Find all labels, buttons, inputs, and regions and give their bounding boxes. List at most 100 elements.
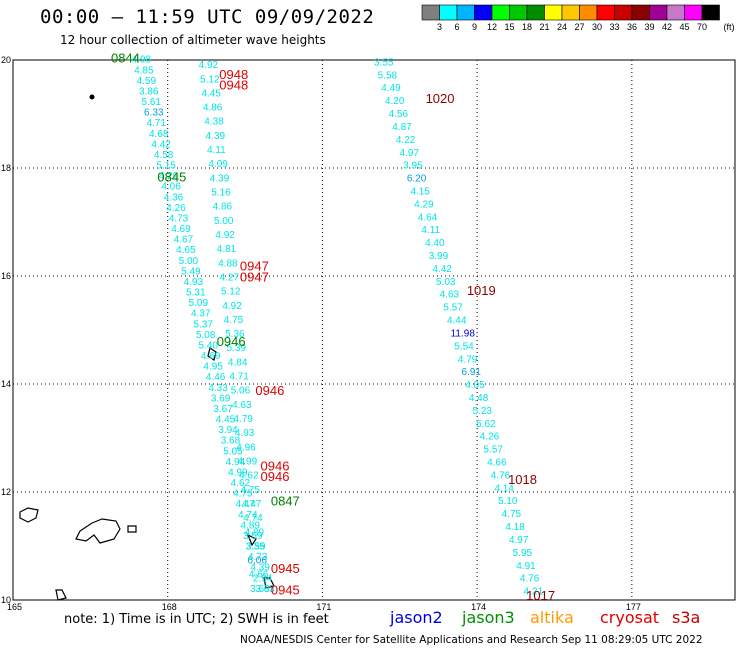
swh-value-label: 4.75 <box>502 509 522 520</box>
swh-value-label: 4.11 <box>207 145 226 156</box>
colorbar-label: 9 <box>472 22 477 32</box>
swh-value-label: 4.76 <box>520 574 540 585</box>
satellite-s3a: s3a <box>672 608 701 627</box>
swh-value-label: 3.63 <box>255 584 275 595</box>
island-dot <box>89 94 95 100</box>
swh-value-label: 6.33 <box>144 108 164 119</box>
swh-value-label: 4.97 <box>400 148 420 159</box>
swh-value-label: 4.99 <box>228 467 248 478</box>
colorbar-label: 33 <box>609 22 619 32</box>
colorbar-label: 21 <box>539 22 549 32</box>
swh-value-label: 4.92 <box>222 301 242 312</box>
swh-value-label: 11.98 <box>451 328 476 339</box>
swh-value-label: 3.59 <box>243 531 263 542</box>
colorbar-label: 70 <box>697 22 707 32</box>
swh-value-label: 4.45 <box>201 88 221 99</box>
colorbar-label: 3 <box>437 22 442 32</box>
lat-tick-label: 18 <box>1 163 11 173</box>
swh-value-label: 5.37 <box>194 319 214 330</box>
swh-value-label: 4.27 <box>220 272 240 283</box>
swh-value-label: 4.81 <box>217 244 237 255</box>
swh-value-label: 4.93 <box>235 428 255 439</box>
swh-value-label: 4.59 <box>137 76 157 87</box>
pass-time-label: 0946 <box>255 383 284 398</box>
colorbar-swatch <box>701 4 720 21</box>
pass-time-label: 0945 <box>271 583 300 598</box>
swh-value-label: 4.26 <box>166 203 186 214</box>
lat-tick-label: 20 <box>1 55 11 65</box>
swh-value-label: 5.12 <box>200 74 220 85</box>
swh-value-label: 3.55 <box>374 57 394 68</box>
pass-time-label: 0947 <box>240 259 269 274</box>
swh-value-label: 4.18 <box>505 522 525 533</box>
colorbar-label: 39 <box>644 22 654 32</box>
swh-value-label: 3.86 <box>139 86 159 97</box>
swh-value-label: 4.39 <box>210 173 230 184</box>
swh-value-label: 5.39 <box>227 343 247 354</box>
swh-value-label: 3.94 <box>218 425 238 436</box>
swh-value-label: 4.33 <box>208 383 228 394</box>
swh-value-label: 4.75 <box>240 485 260 496</box>
lon-tick-label: 177 <box>626 602 641 610</box>
pass-time-label: 0845 <box>157 170 186 185</box>
swh-value-label: 4.79 <box>458 354 478 365</box>
swh-value-label: 4.98 <box>132 55 152 66</box>
swh-value-label: 4.99 <box>238 456 258 467</box>
satellite-jason2: jason2 <box>390 608 443 627</box>
swh-value-label: 5.06 <box>231 386 251 397</box>
footer-note: note: 1) Time is in UTC; 2) SWH is in fe… <box>64 612 329 627</box>
swh-value-label: 4.42 <box>432 264 452 275</box>
swh-value-label: 4.09 <box>208 159 228 170</box>
swh-value-label: 4.75 <box>233 489 253 500</box>
pass-time-label: 1020 <box>426 91 455 106</box>
pass-time-label: 0945 <box>271 561 300 576</box>
pass-time-label: 0946 <box>261 469 290 484</box>
island-outline <box>246 533 257 547</box>
island-outline <box>75 518 121 544</box>
swh-value-label: 4.37 <box>191 309 211 320</box>
lat-tick-label: 14 <box>1 379 11 389</box>
swh-value-label: 4.62 <box>231 478 251 489</box>
swh-value-label: 4.15 <box>410 186 430 197</box>
swh-value-label: 5.57 <box>483 445 503 456</box>
swh-value-label: 5.09 <box>189 298 209 309</box>
swh-value-label: 5.49 <box>181 266 201 277</box>
swh-value-label: 4.85 <box>134 65 154 76</box>
swh-value-label: 5.61 <box>142 97 162 108</box>
satellite-jason3: jason3 <box>462 608 515 627</box>
swh-value-label: 4.26 <box>480 432 500 443</box>
map-title: 00:00 — 11:59 UTC 09/09/2022 <box>40 6 375 28</box>
swh-value-label: 3.63 <box>250 584 270 595</box>
colorbar-unit: (ft) <box>724 22 735 32</box>
swh-value-label: 3.59 <box>246 541 266 552</box>
lat-tick-label: 12 <box>1 487 11 497</box>
swh-value-label: 4.86 <box>213 202 233 213</box>
swh-value-label: 4.29 <box>414 199 434 210</box>
swh-value-label: 5.00 <box>179 256 199 267</box>
colorbar-label: 6 <box>454 22 459 32</box>
swh-value-label: 5.12 <box>221 287 241 298</box>
island-outline <box>19 507 39 523</box>
swh-value-label: 4.97 <box>509 535 529 546</box>
swh-value-label: 4.44 <box>447 316 467 327</box>
swh-value-label: 4.74 <box>238 510 258 521</box>
swh-value-label: 5.10 <box>498 496 518 507</box>
swh-value-label: 5.95 <box>513 548 533 559</box>
swh-value-label: 4.63 <box>440 290 460 301</box>
swh-value-label: 4.40 <box>425 238 445 249</box>
swh-value-label: 5.16 <box>211 188 231 199</box>
swh-value-label: 3.68 <box>221 436 241 447</box>
island-outline <box>127 525 137 533</box>
swh-value-label: 4.47 <box>242 499 262 510</box>
swh-value-label: 4.11 <box>421 225 440 236</box>
swh-value-label: 4.38 <box>204 117 224 128</box>
lon-tick-label: 168 <box>162 602 177 610</box>
swh-value-label: 4.63 <box>232 400 252 411</box>
swh-value-label: 4.75 <box>224 315 244 326</box>
pass-time-label: 0946 <box>217 334 246 349</box>
colorbar-label: 45 <box>679 22 689 32</box>
swh-value-label: 4.22 <box>396 135 416 146</box>
swh-value-label: 4.95 <box>203 362 223 373</box>
swh-value-label: 4.94 <box>226 457 246 468</box>
colorbar-label: 36 <box>627 22 637 32</box>
